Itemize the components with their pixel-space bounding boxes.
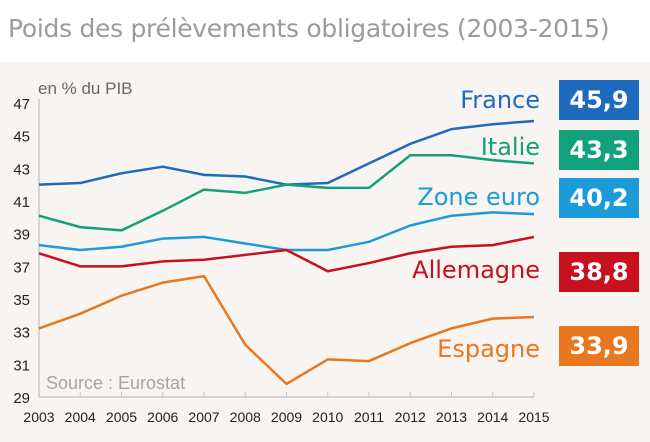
x-tick-label: 2009	[271, 409, 302, 425]
x-tick-label: 2003	[23, 409, 54, 425]
x-tick-label: 2004	[65, 409, 96, 425]
x-tick-label: 2007	[188, 409, 219, 425]
y-tick-label: 29	[13, 390, 30, 407]
final-value-badge: 45,9	[559, 80, 639, 120]
chart-panel	[0, 62, 650, 442]
series-label: Zone euro	[417, 183, 540, 211]
x-tick-label: 2005	[106, 409, 137, 425]
series-label: Allemagne	[412, 256, 540, 284]
x-tick-label: 2011	[354, 409, 384, 425]
series-line-espagne	[38, 274, 535, 386]
y-tick-label: 43	[13, 161, 30, 178]
x-tick-label: 2014	[477, 409, 508, 425]
final-value-badge: 38,8	[559, 252, 639, 292]
x-tick-label: 2008	[230, 409, 261, 425]
series-label: Italie	[481, 133, 540, 161]
final-value-badge: 43,3	[559, 130, 639, 170]
y-tick-label: 45	[13, 129, 30, 146]
y-tick-label: 37	[13, 259, 30, 276]
y-tick-label: 47	[13, 96, 30, 113]
x-tick-label: 2010	[312, 409, 343, 425]
x-tick-label: 2006	[147, 409, 178, 425]
final-value-badge: 33,9	[559, 326, 639, 366]
series-label: Espagne	[437, 335, 540, 363]
x-tick-label: 2013	[436, 409, 467, 425]
x-tick-label: 2015	[518, 409, 549, 425]
y-tick-label: 35	[13, 292, 30, 309]
y-tick-label: 31	[13, 357, 30, 374]
series-line-zone-euro	[38, 211, 535, 252]
y-tick-label: 33	[13, 325, 30, 342]
y-tick-label: 41	[13, 194, 30, 211]
series-line-france	[38, 119, 535, 186]
series-line-allemagne	[38, 235, 535, 273]
series-line-italie	[38, 154, 535, 232]
y-tick-label: 39	[13, 227, 30, 244]
final-value-badge: 40,2	[559, 178, 639, 218]
source-note: Source : Eurostat	[46, 373, 185, 393]
series-label: France	[460, 86, 540, 114]
y-axis-label: en % du PIB	[38, 79, 133, 98]
x-tick-label: 2012	[395, 409, 426, 425]
chart-title: Poids des prélèvements obligatoires (200…	[8, 14, 610, 43]
